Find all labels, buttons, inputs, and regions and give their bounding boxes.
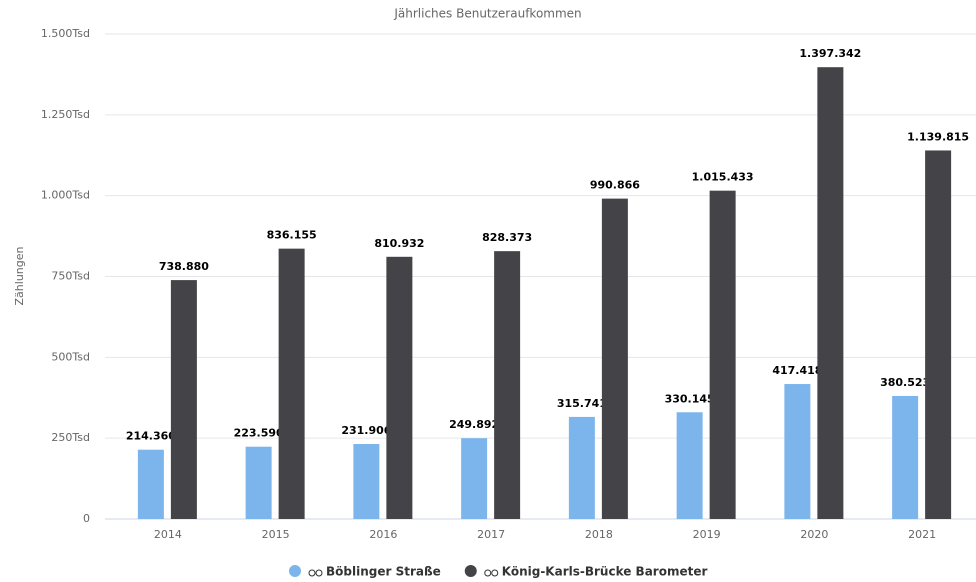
y-tick-label: 750Tsd — [51, 270, 90, 283]
legend-icon — [315, 569, 323, 577]
value-label: 315.741 — [557, 397, 607, 410]
x-tick-label: 2017 — [477, 528, 505, 541]
value-label: 828.373 — [482, 231, 532, 244]
legend-swatch — [289, 565, 301, 577]
bar — [353, 444, 380, 519]
legend-label: Böblinger Straße — [326, 565, 441, 579]
bar — [676, 412, 703, 519]
value-label: 1.139.815 — [907, 130, 969, 143]
bar — [784, 384, 811, 519]
value-label: 223.590 — [234, 427, 284, 440]
value-label: 836.155 — [267, 229, 317, 242]
legend-swatch — [464, 565, 477, 577]
value-label: 738.880 — [159, 260, 209, 273]
y-tick-label: 0 — [83, 512, 90, 525]
bar — [925, 150, 952, 519]
value-label: 1.015.433 — [692, 171, 754, 184]
legend-icon — [484, 569, 492, 577]
bar — [386, 256, 413, 519]
legend-label: König-Karls-Brücke Barometer — [502, 565, 708, 579]
bar — [568, 416, 595, 519]
value-label: 417.418 — [772, 364, 822, 377]
y-tick-label: 250Tsd — [51, 431, 90, 444]
x-tick-label: 2014 — [154, 528, 182, 541]
bar — [137, 449, 164, 519]
value-label: 1.397.342 — [799, 47, 861, 60]
value-label: 249.892 — [449, 418, 499, 431]
bar — [601, 198, 628, 519]
bar — [461, 438, 488, 519]
x-tick-label: 2016 — [369, 528, 397, 541]
bar — [170, 280, 197, 519]
value-label: 231.906 — [341, 424, 391, 437]
y-axis-label: Zählungen — [13, 246, 26, 305]
value-label: 330.145 — [665, 392, 715, 405]
x-tick-label: 2018 — [585, 528, 613, 541]
y-tick-label: 1.000Tsd — [41, 189, 90, 202]
value-label: 380.523 — [880, 376, 930, 389]
value-label: 214.360 — [126, 430, 176, 443]
x-tick-label: 2015 — [262, 528, 290, 541]
x-tick-label: 2020 — [800, 528, 828, 541]
legend-icon — [491, 569, 499, 577]
x-tick-label: 2021 — [908, 528, 936, 541]
bar — [494, 251, 521, 519]
bar — [892, 395, 919, 519]
bar — [817, 67, 844, 520]
value-label: 990.866 — [590, 179, 640, 192]
chart-title: Jährliches Benutzeraufkommen — [393, 7, 581, 21]
y-tick-label: 1.250Tsd — [41, 108, 90, 121]
bar — [278, 248, 305, 519]
legend-icon — [308, 569, 316, 577]
x-tick-label: 2019 — [693, 528, 721, 541]
value-label: 810.932 — [374, 237, 424, 250]
bar — [245, 446, 272, 519]
y-tick-label: 500Tsd — [51, 350, 90, 363]
y-tick-label: 1.500Tsd — [41, 27, 90, 40]
bar — [709, 190, 736, 519]
